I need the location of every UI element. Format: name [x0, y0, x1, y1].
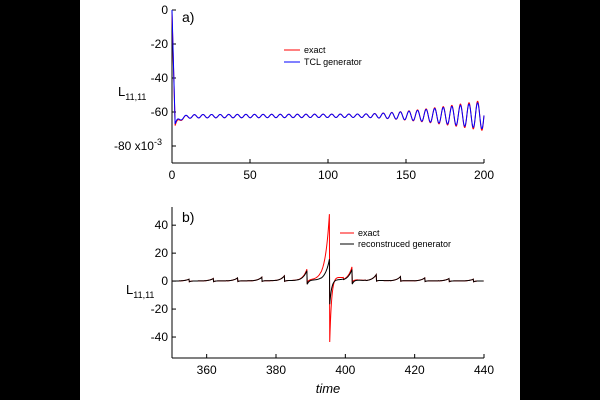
- series-line-1: [171, 9, 485, 130]
- x-tick-label: 440: [474, 363, 494, 377]
- y-scale-exponent: -3: [154, 137, 162, 147]
- series-line-1: [172, 259, 484, 305]
- legend-label: exact: [358, 228, 380, 238]
- x-tick-label: 100: [318, 168, 338, 182]
- legend-label: reconstruced generator: [358, 239, 451, 249]
- series-line-0: [172, 214, 484, 343]
- y-axis-label-subscript: 11,11: [125, 92, 146, 102]
- y-axis-label: L11,11: [118, 84, 146, 102]
- x-axis-label: time: [316, 381, 341, 396]
- y-axis-label: L11,11: [126, 282, 154, 300]
- y-tick-label: -80 x10-3: [114, 137, 162, 153]
- y-axis-label-subscript: 11,11: [133, 290, 154, 300]
- legend-label: TCL generator: [304, 57, 362, 67]
- x-tick-label: 360: [197, 363, 217, 377]
- x-tick-label: 200: [474, 168, 494, 182]
- x-tick-label: 50: [243, 168, 257, 182]
- legend-label: exact: [304, 45, 326, 55]
- y-tick-label: -20: [151, 302, 169, 316]
- y-tick-label: 40: [155, 218, 169, 232]
- panel-a-chart: 0 50 100 150 200 0 -20 -40 -60 -80 x10-3 a) L11,11 e…: [114, 3, 494, 182]
- y-tick-label: -20: [151, 37, 169, 51]
- y-tick-label: -40: [151, 330, 169, 344]
- figure-background: [80, 0, 520, 400]
- panel-label: a): [182, 9, 194, 25]
- x-tick-label: 400: [335, 363, 355, 377]
- panel-b-chart: 360 380 400 420 440 40 20 0 -20 -40 b) L11,11 time ex…: [126, 207, 494, 396]
- x-tick-label: 150: [396, 168, 416, 182]
- y-tick-label: -60: [151, 105, 169, 119]
- x-tick-label: 380: [266, 363, 286, 377]
- y-tick-label: 0: [161, 274, 168, 288]
- y-tick-label: -40: [151, 71, 169, 85]
- x-tick-label: 420: [405, 363, 425, 377]
- y-tick-label: 20: [155, 246, 169, 260]
- series-line-0: [171, 13, 485, 131]
- panel-label: b): [182, 209, 194, 225]
- y-tick-label: 0: [161, 3, 168, 17]
- x-tick-label: 0: [169, 168, 176, 182]
